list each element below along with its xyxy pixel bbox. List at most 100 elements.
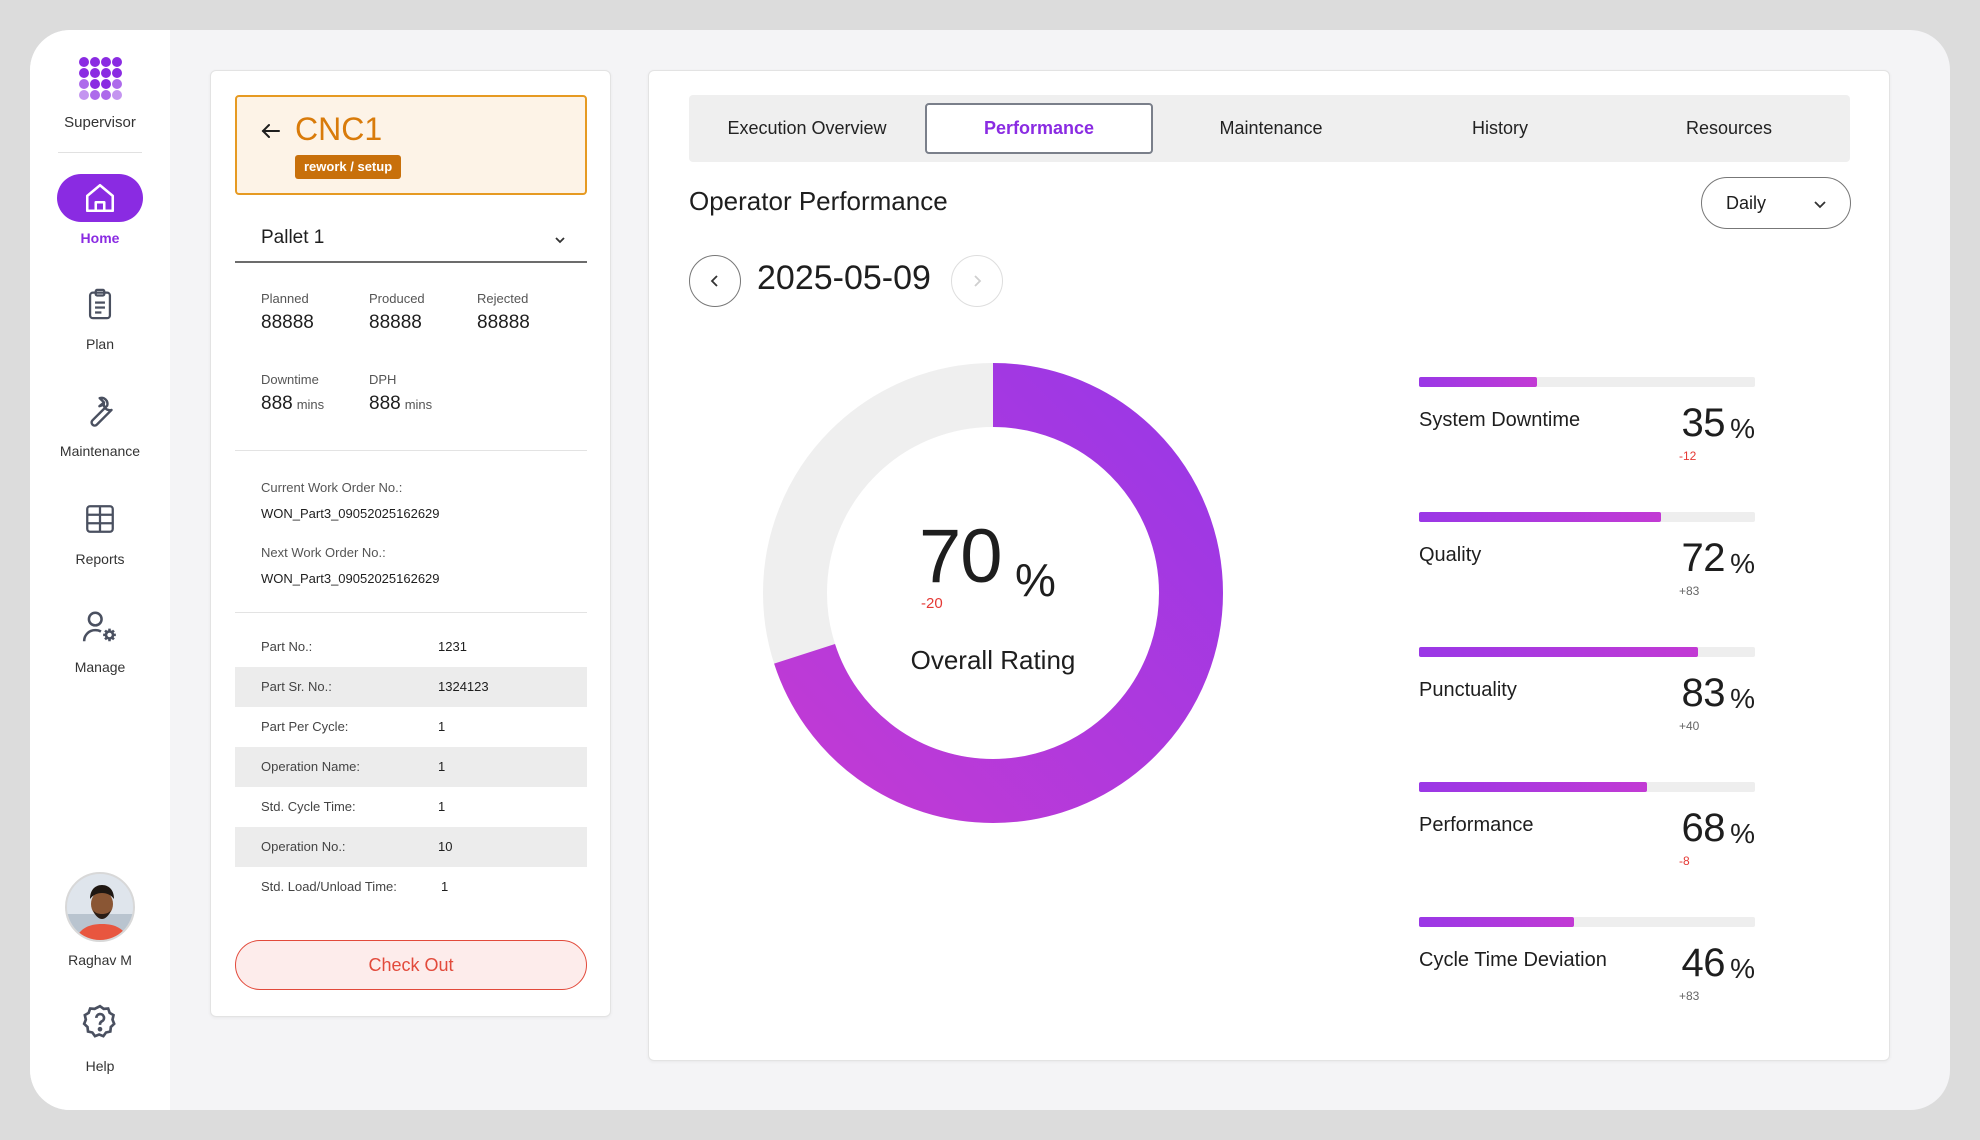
metric-name: Cycle Time Deviation — [1419, 949, 1607, 971]
stat-label: Rejected — [477, 291, 529, 306]
nav-item-plan[interactable]: Plan — [30, 280, 170, 370]
metric-value: 83 — [1681, 671, 1726, 715]
stat-produced: Produced 88888 — [369, 291, 425, 334]
metric-bar-fill — [1419, 512, 1661, 522]
dph-unit: mins — [404, 397, 433, 412]
stat-rejected: Rejected 88888 — [477, 291, 530, 334]
metric-cycle-time-deviation: Cycle Time Deviation 46 % +83 — [1419, 917, 1755, 1027]
previous-date-button[interactable] — [689, 255, 741, 307]
part-detail-row: Operation No.: 10 — [235, 827, 587, 867]
stat-dph: DPH 888 mins — [369, 372, 432, 415]
metric-name: Punctuality — [1419, 679, 1517, 701]
metric-bar-fill — [1419, 782, 1648, 792]
metric-delta: -12 — [1679, 449, 1697, 463]
metric-system-downtime: System Downtime 35 % -12 — [1419, 377, 1755, 487]
current-work-order-value: WON_Part3_09052025162629 — [261, 506, 440, 521]
pallet-select[interactable]: Pallet 1 — [235, 219, 587, 263]
tab-resources[interactable]: Resources — [1685, 118, 1773, 138]
nav-label-manage: Manage — [74, 659, 126, 675]
stat-label: Planned — [261, 291, 309, 306]
stat-value: 88888 — [261, 312, 314, 333]
nav-icon-wrap-maintenance — [57, 387, 143, 435]
tab-execution-overview[interactable]: Execution Overview — [727, 118, 887, 138]
metric-bar-fill — [1419, 377, 1537, 387]
table-icon — [86, 505, 114, 533]
downtime-value: 888 — [261, 393, 293, 414]
help-button[interactable]: Help — [30, 1002, 170, 1082]
nav-icon-wrap-reports — [57, 495, 143, 543]
chevron-right-icon — [974, 275, 982, 287]
stat-planned: Planned 88888 — [261, 291, 314, 334]
home-icon — [85, 183, 115, 213]
avatar[interactable] — [65, 872, 135, 942]
nav-item-manage[interactable]: Manage — [30, 603, 170, 693]
metric-percent: % — [1730, 548, 1755, 579]
chevron-down-icon — [555, 237, 565, 244]
next-work-order-label: Next Work Order No.: — [261, 545, 386, 560]
selected-date: 2025-05-09 — [757, 259, 931, 297]
part-detail-key: Part Sr. No.: — [261, 679, 332, 694]
part-detail-value: 1231 — [438, 639, 467, 654]
stat-value: 888 mins — [369, 393, 432, 415]
overall-rating-value: 70 — [919, 514, 1003, 599]
part-detail-key: Operation Name: — [261, 759, 360, 774]
part-detail-row: Part Sr. No.: 1324123 — [235, 667, 587, 707]
nav-item-maintenance[interactable]: Maintenance — [30, 387, 170, 477]
metric-delta: +83 — [1679, 584, 1700, 598]
sidebar-divider — [58, 152, 142, 153]
period-select[interactable]: Daily — [1701, 177, 1851, 229]
metric-percent: % — [1730, 413, 1755, 444]
stat-value: 88888 — [369, 312, 422, 333]
back-arrow-icon[interactable] — [259, 119, 283, 143]
user-name: Raghav M — [68, 952, 132, 968]
metric-bar-track — [1419, 917, 1755, 927]
machine-name: CNC1 — [295, 111, 383, 147]
metric-bar-track — [1419, 377, 1755, 387]
nav-label-maintenance: Maintenance — [59, 443, 141, 459]
machine-details-card: CNC1 rework / setup Pallet 1 Planned 888… — [210, 70, 611, 1017]
pallet-value: Pallet 1 — [261, 227, 325, 248]
app-logo — [79, 57, 122, 100]
tab-maintenance[interactable]: Maintenance — [1219, 118, 1323, 138]
metric-percent: % — [1730, 683, 1755, 714]
metric-name: System Downtime — [1419, 409, 1581, 431]
metric-value: 68 — [1681, 806, 1726, 850]
part-detail-key: Std. Cycle Time: — [261, 799, 356, 814]
next-date-button[interactable] — [951, 255, 1003, 307]
next-work-order-value: WON_Part3_09052025162629 — [261, 571, 440, 586]
overall-rating-delta: -20 — [921, 595, 943, 612]
help-label: Help — [85, 1058, 115, 1074]
part-detail-key: Operation No.: — [261, 839, 346, 854]
nav-item-home[interactable]: Home — [30, 174, 170, 264]
current-work-order-label: Current Work Order No.: — [261, 480, 403, 495]
part-detail-row: Part Per Cycle: 1 — [235, 707, 587, 747]
part-detail-key: Std. Load/Unload Time: — [261, 879, 397, 894]
user-settings-icon — [82, 611, 116, 642]
donut-value-arc — [763, 363, 1223, 823]
check-out-button[interactable]: Check Out — [235, 940, 587, 990]
chevron-down-icon — [1814, 201, 1826, 209]
stat-label: Produced — [369, 291, 425, 306]
metric-bar-fill — [1419, 647, 1698, 657]
chevron-left-icon — [710, 275, 718, 287]
nav-icon-wrap-manage — [57, 603, 143, 651]
metric-quality: Quality 72 % +83 — [1419, 512, 1755, 622]
part-detail-row: Std. Load/Unload Time: 1 — [235, 867, 587, 907]
nav-item-reports[interactable]: Reports — [30, 495, 170, 585]
metric-delta: +83 — [1679, 989, 1700, 1003]
dph-value: 888 — [369, 393, 401, 414]
divider — [235, 450, 587, 451]
part-detail-value: 1 — [438, 799, 446, 814]
tab-history[interactable]: History — [1471, 118, 1528, 138]
tab-performance[interactable]: Performance — [925, 103, 1153, 154]
metric-name: Quality — [1419, 544, 1482, 566]
metric-value: 46 — [1681, 941, 1726, 985]
metric-bar-track — [1419, 647, 1755, 657]
part-detail-row: Operation Name: 1 — [235, 747, 587, 787]
machine-status-badge: rework / setup — [295, 155, 402, 179]
nav-icon-wrap-home — [57, 174, 143, 222]
part-detail-value: 1 — [438, 719, 446, 734]
section-title: Operator Performance — [689, 186, 948, 216]
downtime-unit: mins — [296, 397, 325, 412]
